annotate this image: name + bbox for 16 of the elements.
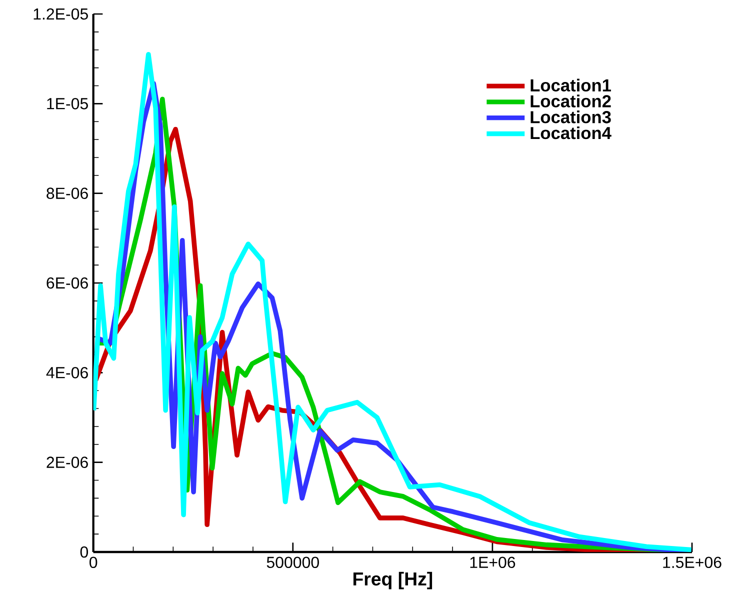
legend-label: Location2 (530, 94, 611, 108)
x-tick-label: 500000 (266, 556, 319, 568)
y-tick-label: 2E-06 (46, 456, 88, 468)
legend-label: Location4 (530, 126, 612, 140)
y-tick-label: 6E-06 (46, 277, 88, 289)
legend-label: Location1 (530, 78, 611, 92)
x-axis-title: Freq [Hz] (353, 572, 432, 590)
x-tick-label: 1.5E+06 (663, 556, 722, 568)
y-tick-label: 0 (80, 546, 88, 558)
y-tick-label: 1.2E-05 (34, 8, 88, 20)
y-tick-label: 4E-06 (46, 367, 88, 378)
legend-label: Location3 (530, 110, 611, 124)
y-tick-label: 1E-05 (47, 98, 88, 110)
x-tick-label: 0 (90, 556, 98, 568)
x-tick-label: 1E+06 (470, 556, 516, 568)
y-tick-label: 8E-06 (46, 188, 88, 199)
